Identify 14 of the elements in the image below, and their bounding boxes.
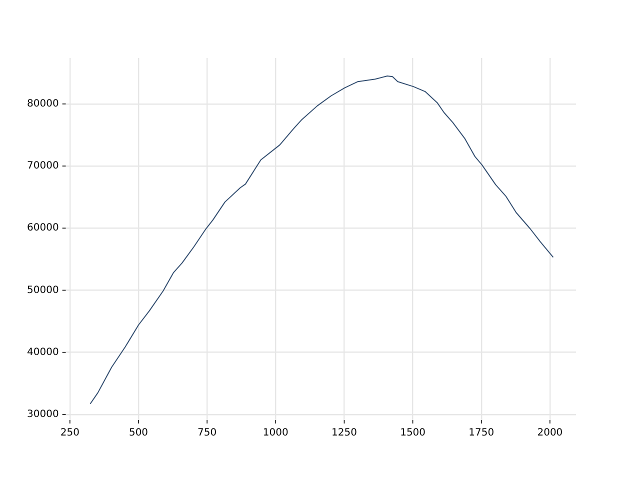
x-tick-label: 750 bbox=[198, 428, 217, 439]
y-tick-label: 50000 bbox=[27, 284, 59, 296]
x-tick-label: 500 bbox=[128, 428, 148, 439]
x-tick-label: 1000 bbox=[262, 428, 288, 439]
x-tick-label: 1250 bbox=[331, 428, 357, 439]
x-tick-label: 2000 bbox=[537, 428, 563, 439]
x-tick-label: 1500 bbox=[400, 428, 426, 439]
y-tick-label: 70000 bbox=[27, 160, 59, 172]
x-tick-label: 250 bbox=[60, 428, 80, 439]
y-tick-label: 40000 bbox=[27, 346, 59, 358]
x-tick-label: 1750 bbox=[468, 428, 494, 439]
y-tick-label: 60000 bbox=[27, 222, 59, 234]
y-tick-label: 30000 bbox=[27, 409, 59, 420]
y-tick-label: 80000 bbox=[27, 98, 59, 110]
